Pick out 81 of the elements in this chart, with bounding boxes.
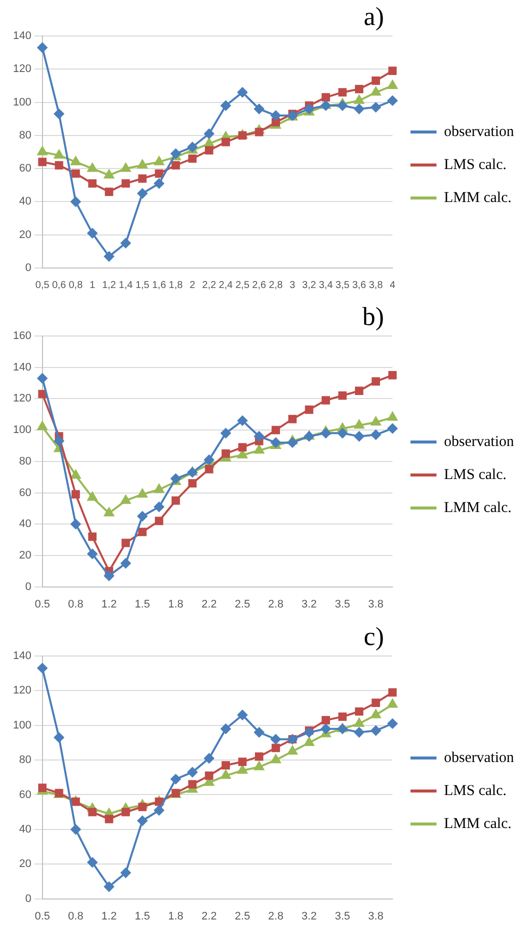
x-tick-label: 2,4 [218, 280, 234, 291]
x-tick-label: 1,5 [135, 280, 150, 291]
x-tick-label: 3.2 [301, 598, 317, 610]
y-tick-label: 0 [25, 892, 32, 905]
legend-label: LMS calc. [444, 466, 506, 483]
x-tick-label: 3.8 [368, 598, 384, 610]
x-tick-label: 0,8 [68, 280, 84, 291]
x-tick-label: 2,6 [252, 280, 266, 291]
x-tick-label: 1.2 [101, 910, 117, 922]
y-tick-label: 80 [19, 754, 32, 766]
x-tick-label: 3.2 [301, 910, 317, 922]
x-tick-label: 2 [190, 280, 196, 291]
x-tick-label: 1,6 [152, 280, 166, 291]
y-tick-label: 20 [19, 858, 32, 870]
y-tick-label: 100 [12, 719, 32, 732]
x-tick-label: 0,5 [35, 280, 50, 291]
x-tick-label: 3.8 [368, 910, 384, 922]
y-tick-label: 140 [12, 30, 32, 42]
y-tick-label: 60 [19, 788, 32, 801]
x-tick-label: 0.5 [34, 910, 50, 922]
x-tick-label: 2.5 [234, 910, 250, 922]
x-tick-label: 2.5 [234, 598, 250, 610]
legend-label: LMS calc. [444, 782, 506, 799]
x-tick-label: 2,2 [202, 280, 216, 291]
y-tick-label: 80 [19, 129, 32, 142]
x-tick-label: 1.2 [101, 598, 117, 610]
x-tick-label: 3,8 [368, 280, 384, 291]
x-tick-label: 1,4 [118, 280, 134, 291]
x-tick-label: 3,5 [336, 280, 350, 291]
y-tick-label: 60 [19, 162, 32, 175]
y-tick-label: 20 [19, 228, 32, 241]
y-tick-label: 140 [12, 361, 32, 374]
x-tick-label: 3.5 [334, 598, 350, 610]
y-tick-label: 120 [12, 63, 32, 76]
x-tick-label: 1.8 [168, 598, 184, 610]
y-tick-label: 140 [12, 650, 32, 662]
x-tick-label: 0.5 [34, 598, 50, 610]
y-tick-label: 100 [12, 424, 32, 436]
y-tick-label: 20 [19, 549, 32, 562]
legend-label: LMM calc. [444, 190, 512, 206]
y-tick-label: 40 [19, 823, 32, 836]
x-tick-label: 1,2 [102, 280, 116, 291]
x-tick-label: 2.2 [201, 910, 217, 922]
y-tick-label: 40 [19, 518, 32, 530]
y-tick-label: 100 [12, 96, 32, 108]
y-tick-label: 160 [12, 330, 32, 342]
x-tick-label: 4 [390, 280, 396, 291]
x-tick-label: 2.8 [268, 910, 284, 922]
y-tick-label: 80 [19, 455, 32, 468]
x-tick-label: 3,2 [302, 280, 317, 291]
x-tick-label: 3,6 [352, 280, 367, 291]
x-tick-label: 0.8 [68, 910, 84, 922]
x-tick-label: 2,8 [268, 280, 284, 291]
y-tick-label: 0 [25, 580, 32, 593]
y-tick-label: 60 [19, 486, 32, 499]
y-tick-label: 120 [12, 392, 32, 405]
chart-title: b) [362, 302, 384, 331]
x-tick-label: 3 [290, 280, 296, 291]
legend-label: observation [444, 434, 514, 450]
x-tick-label: 0,6 [52, 280, 66, 291]
x-tick-label: 2.2 [201, 598, 217, 610]
chart-title: c) [364, 622, 384, 651]
x-tick-label: 0.8 [68, 598, 84, 610]
y-tick-label: 120 [12, 684, 32, 697]
y-tick-label: 40 [19, 196, 32, 208]
x-tick-label: 1.8 [168, 910, 184, 922]
x-tick-label: 1.5 [134, 910, 150, 922]
legend-label: observation [444, 750, 514, 766]
x-tick-label: 1 [90, 280, 96, 291]
x-tick-label: 2.8 [268, 598, 284, 610]
x-tick-label: 1,8 [168, 280, 184, 291]
legend-label: LMS calc. [444, 156, 506, 173]
legend-label: LMM calc. [444, 816, 512, 832]
x-tick-label: 1.5 [134, 598, 150, 610]
x-tick-label: 3,4 [318, 280, 334, 291]
chart-title: a) [364, 2, 384, 31]
legend-label: observation [444, 124, 514, 140]
y-tick-label: 0 [25, 262, 32, 274]
legend-label: LMM calc. [444, 500, 512, 516]
x-tick-label: 3.5 [334, 910, 350, 922]
x-tick-label: 2,5 [235, 280, 250, 291]
